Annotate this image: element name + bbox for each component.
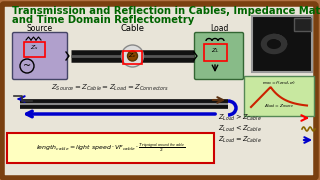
Circle shape: [127, 51, 138, 61]
Text: $Z_{Load}  =  Z_{Cable}$: $Z_{Load} = Z_{Cable}$: [218, 135, 262, 145]
Text: $length_{cable} = light\ speed \cdot VF_{cable} \cdot \frac{Trip_{signal\ around: $length_{cable} = light\ speed \cdot VF_…: [36, 141, 185, 155]
Text: $Z_s$: $Z_s$: [30, 44, 38, 52]
Text: and Time Domain Reflectometry: and Time Domain Reflectometry: [12, 15, 194, 25]
FancyBboxPatch shape: [252, 16, 312, 72]
FancyBboxPatch shape: [195, 33, 244, 80]
Circle shape: [122, 45, 143, 67]
FancyBboxPatch shape: [12, 33, 68, 80]
Text: $r_{max} = f(end,\sigma)$: $r_{max} = f(end,\sigma)$: [262, 79, 296, 87]
Text: $Z_{Load}  >  Z_{Cable}$: $Z_{Load} > Z_{Cable}$: [218, 113, 262, 123]
Text: Cable: Cable: [121, 24, 145, 33]
Text: Source: Source: [27, 24, 53, 33]
Text: $Z_L$: $Z_L$: [211, 47, 219, 55]
Text: $Z_{Load}  <  Z_{Cable}$: $Z_{Load} < Z_{Cable}$: [218, 124, 262, 134]
Text: Transmission and Reflection in Cables, Impedance Matching,: Transmission and Reflection in Cables, I…: [12, 6, 320, 16]
Text: $A_{load} = Z_{source}$: $A_{load} = Z_{source}$: [264, 102, 294, 110]
FancyBboxPatch shape: [293, 17, 310, 30]
FancyBboxPatch shape: [2, 4, 316, 178]
FancyBboxPatch shape: [244, 76, 314, 116]
Text: $Z_c$: $Z_c$: [128, 51, 137, 60]
Text: ~: ~: [23, 61, 31, 71]
Text: Load: Load: [210, 24, 228, 33]
FancyBboxPatch shape: [7, 133, 214, 163]
Text: $Z_{Source} = Z_{Cable} = Z_{Load} = Z_{Connectors}$: $Z_{Source} = Z_{Cable} = Z_{Load} = Z_{…: [51, 83, 169, 93]
